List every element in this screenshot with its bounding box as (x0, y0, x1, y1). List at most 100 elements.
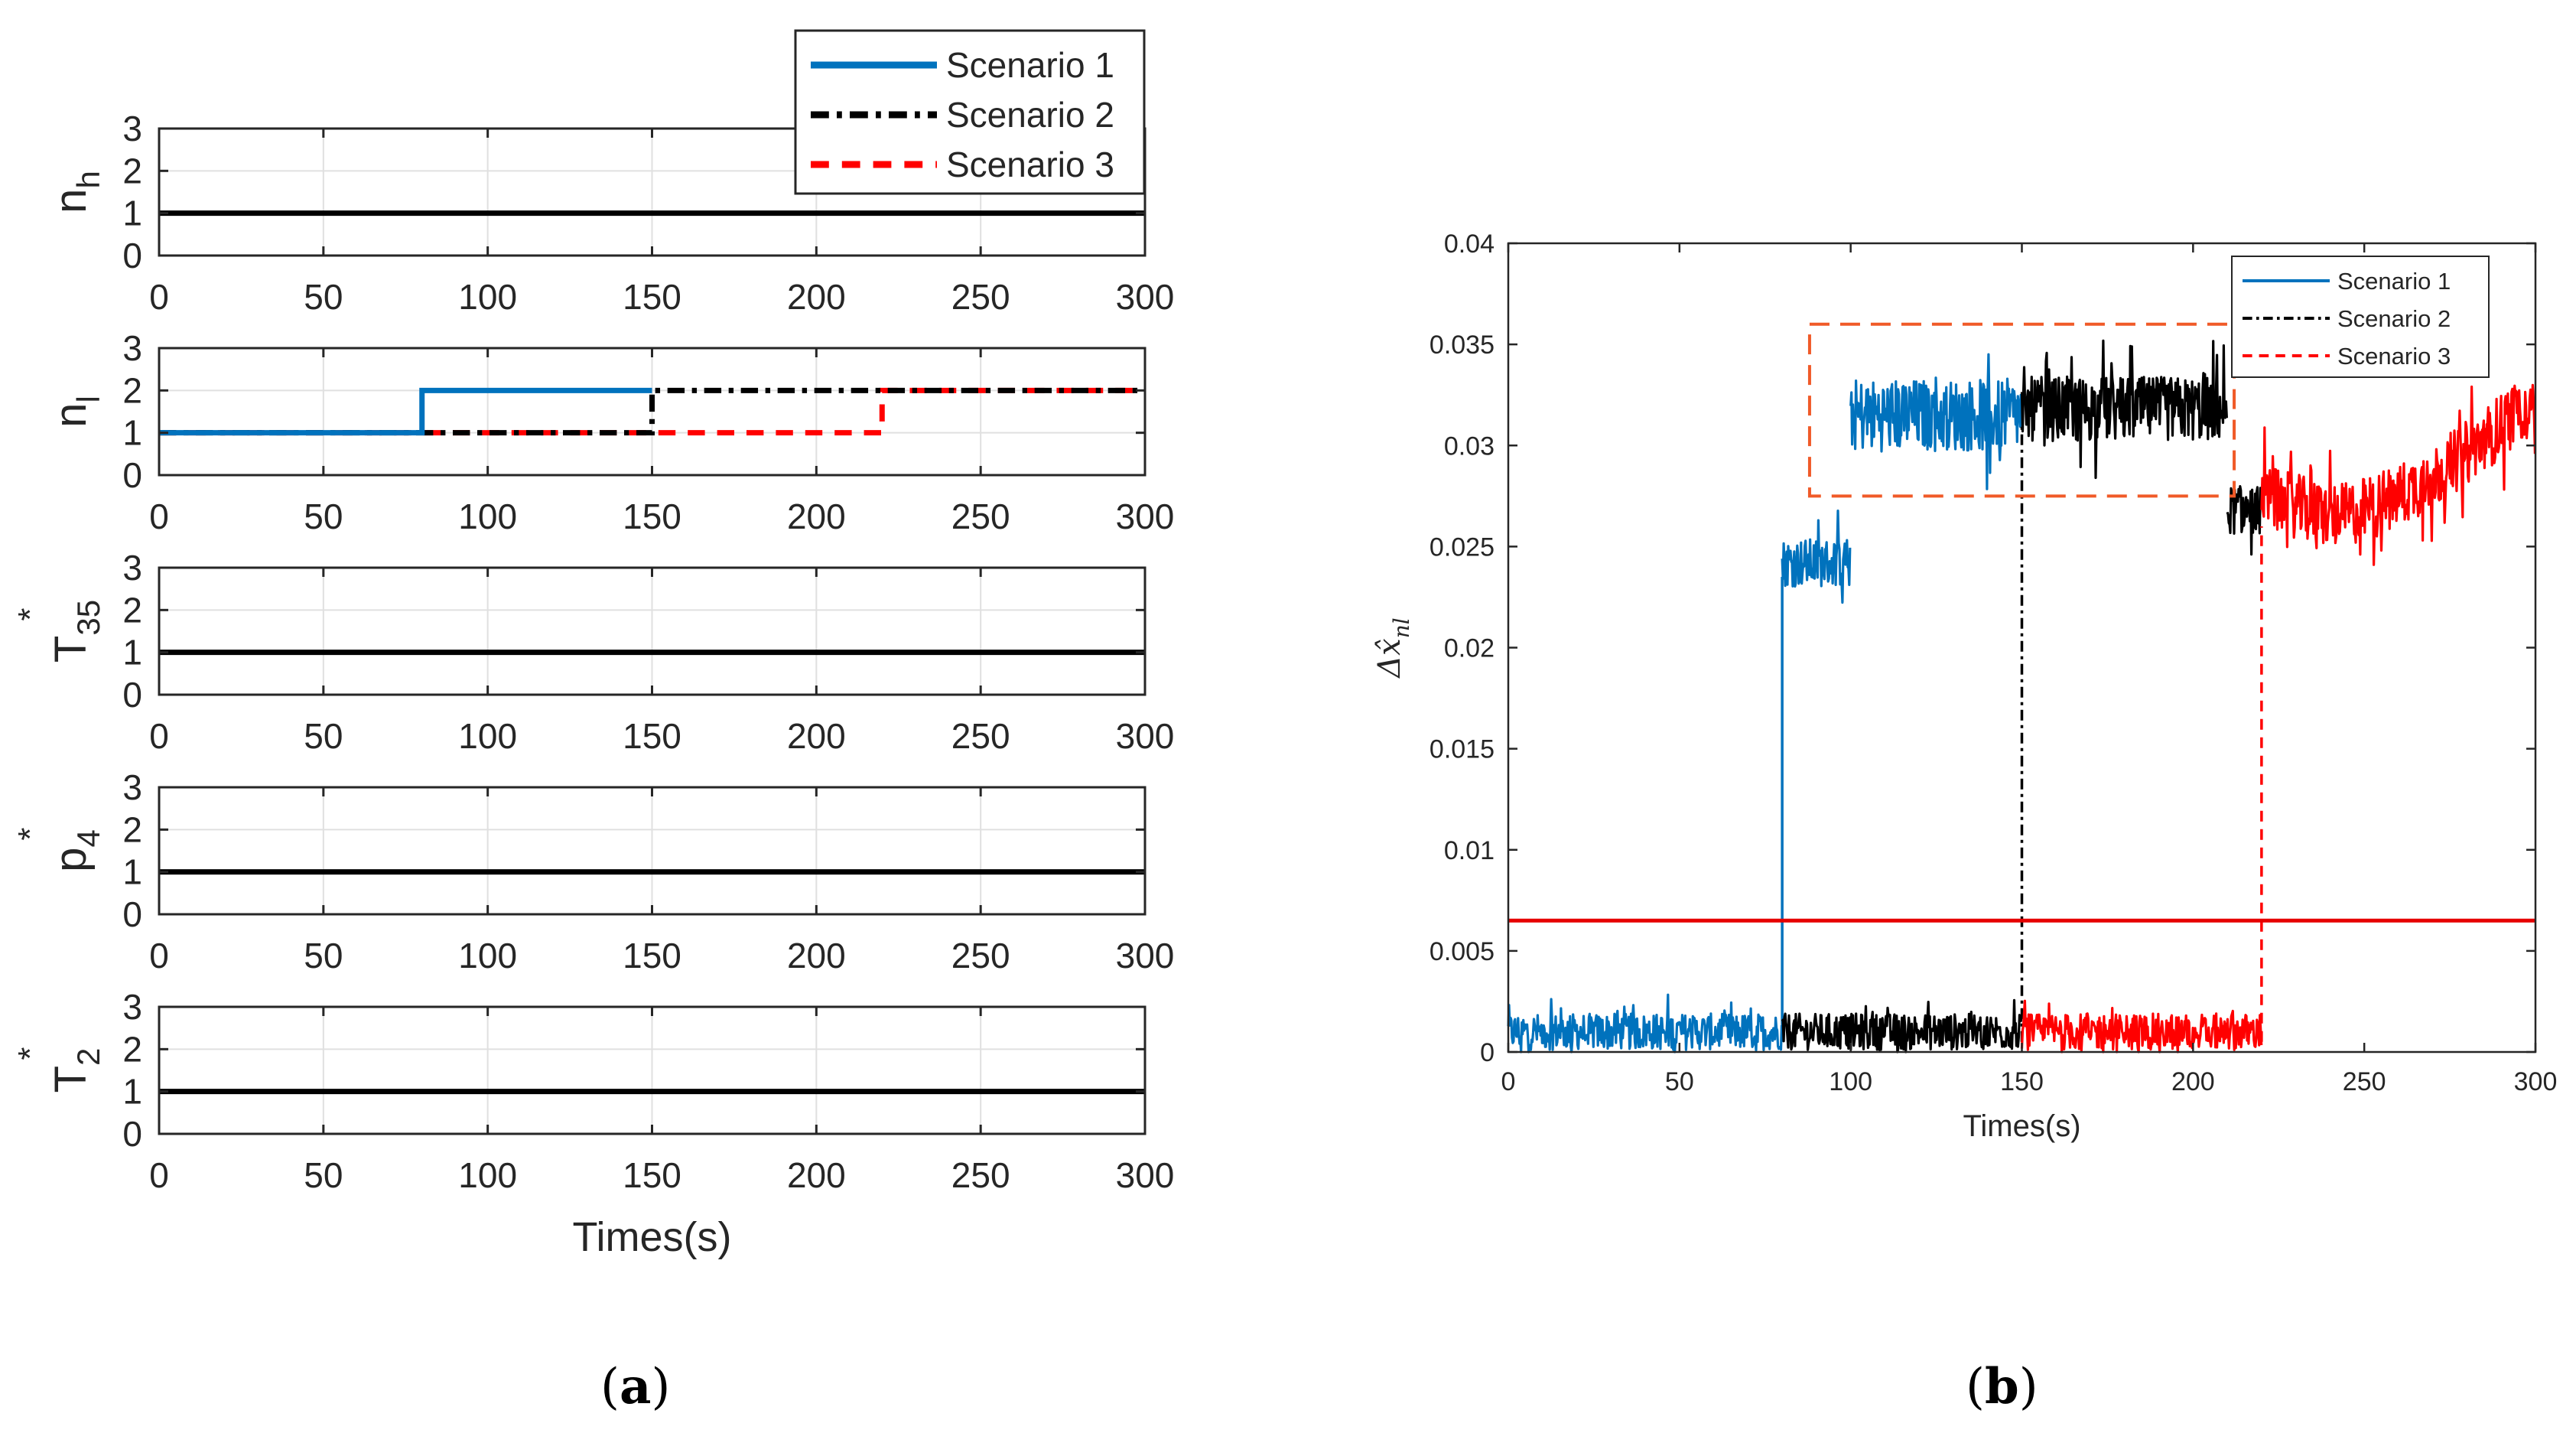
series-trace-segment (2260, 383, 2536, 566)
legend-label-3: Scenario 3 (946, 145, 1114, 184)
ytick-label: 2 (122, 370, 142, 410)
xtick-label: 250 (951, 277, 1010, 317)
ytick-label: 0 (122, 1114, 142, 1154)
xtick-label: 100 (458, 716, 517, 756)
xtick-label: 300 (1116, 936, 1175, 975)
ytick-label: 3 (122, 767, 142, 807)
xtick-label: 100 (458, 1155, 517, 1195)
ytick-label: 1 (122, 852, 142, 892)
ylabel-base: n (46, 403, 96, 428)
ytick-label: 0 (122, 455, 142, 495)
ylabel-subscript: nl (1389, 617, 1414, 638)
ytick-label: 1 (122, 413, 142, 453)
ytick-label: 3 (122, 109, 142, 148)
ylabel-subscript: 4 (70, 829, 106, 847)
xtick-label: 200 (787, 716, 846, 756)
series-trace-segment (1849, 353, 2022, 490)
ytick-label: 1 (122, 633, 142, 673)
ytick-label: 0 (122, 894, 142, 934)
xtick-label: 150 (623, 936, 681, 975)
xtick-label: 0 (149, 497, 169, 536)
highlight-box (1807, 322, 2236, 498)
legend-label-1: Scenario 1 (2337, 268, 2451, 295)
ylabel-base: T (46, 1066, 96, 1093)
ytick-label: 0 (1480, 1038, 1495, 1067)
xtick-label: 100 (458, 936, 517, 975)
ylabel-superscript: * (11, 1047, 49, 1060)
ytick-label: 2 (122, 1029, 142, 1069)
series-trace-segment (1781, 509, 1852, 604)
legend-label-2: Scenario 2 (2337, 305, 2451, 332)
ylabel: Δx̂nl (1372, 617, 1414, 679)
series-trace-segment (2020, 339, 2228, 480)
xtick-label: 50 (1665, 1067, 1694, 1096)
xtick-label: 200 (787, 497, 846, 536)
xtick-label: 150 (623, 277, 681, 317)
xlabel: Times(s) (573, 1214, 732, 1260)
xtick-label: 150 (623, 716, 681, 756)
xtick-label: 150 (2000, 1067, 2044, 1096)
ylabel: T35 (46, 600, 106, 663)
xtick-label: 250 (951, 936, 1010, 975)
xtick-label: 300 (2514, 1067, 2558, 1096)
xtick-label: 300 (1116, 716, 1175, 756)
xtick-label: 0 (149, 1155, 169, 1195)
caption-b: (b) (1966, 1358, 2038, 1415)
ytick-label: 0.01 (1444, 836, 1495, 865)
xtick-label: 0 (1501, 1067, 1516, 1096)
legend-box (2231, 256, 2490, 378)
legend: Scenario 1 Scenario 2 Scenario 3 (2231, 256, 2490, 378)
ylabel-subscript: 35 (70, 600, 106, 636)
caption-b-label: b (1984, 1358, 2019, 1415)
xtick-label: 250 (951, 716, 1010, 756)
series-line-scenario-1 (159, 387, 652, 436)
legend: Scenario 1 Scenario 2 Scenario 3 (794, 29, 1146, 195)
xtick-label: 150 (623, 1155, 681, 1195)
ylabel-base: p (46, 848, 96, 872)
xtick-label: 150 (623, 497, 681, 536)
ytick-label: 0.035 (1429, 331, 1495, 360)
ytick-label: 3 (122, 328, 142, 368)
panel-b: 0 50 100 150 200 250 300 0 0.005 0.01 0.015 0.02 0.0… (1372, 230, 2557, 1143)
ylabel: nl (46, 396, 106, 428)
ylabel-subscript: l (70, 396, 106, 402)
xtick-label: 200 (787, 936, 846, 975)
ylabel: p4 (46, 829, 106, 872)
ylabel-base: n (46, 189, 96, 213)
ytick-label: 0.005 (1429, 937, 1495, 966)
ylabel-base: Δx̂ (1372, 638, 1407, 679)
xtick-label: 200 (787, 1155, 846, 1195)
ytick-label: 2 (122, 590, 142, 630)
xtick-label: 300 (1116, 277, 1175, 317)
xtick-label: 0 (149, 277, 169, 317)
ytick-label: 2 (122, 151, 142, 191)
series-scenario-2 (1781, 339, 2262, 1054)
xtick-label: 0 (149, 936, 169, 975)
xtick-label: 50 (304, 497, 343, 536)
xtick-label: 250 (951, 1155, 1010, 1195)
ylabel-superscript: * (11, 607, 49, 620)
xtick-label: 50 (304, 277, 343, 317)
ylabel: nh (46, 171, 106, 213)
series-trace-segment (2226, 484, 2262, 556)
ylabel-subscript: h (70, 171, 106, 188)
ytick-label: 3 (122, 548, 142, 588)
ytick-label: 2 (122, 809, 142, 849)
xtick-label: 100 (458, 277, 517, 317)
series-scenario-1 (1507, 353, 2022, 1054)
xlabel: Times(s) (1963, 1109, 2080, 1143)
legend-label-2: Scenario 2 (946, 95, 1114, 135)
series-trace-segment (1781, 998, 2023, 1054)
xtick-label: 250 (951, 497, 1010, 536)
xtick-label: 300 (1116, 1155, 1175, 1195)
legend-label-1: Scenario 1 (946, 45, 1114, 85)
xtick-label: 250 (2343, 1067, 2386, 1096)
xtick-label: 100 (458, 497, 517, 536)
series-trace-segment (1507, 993, 1784, 1054)
ylabel-base: T (46, 636, 96, 663)
